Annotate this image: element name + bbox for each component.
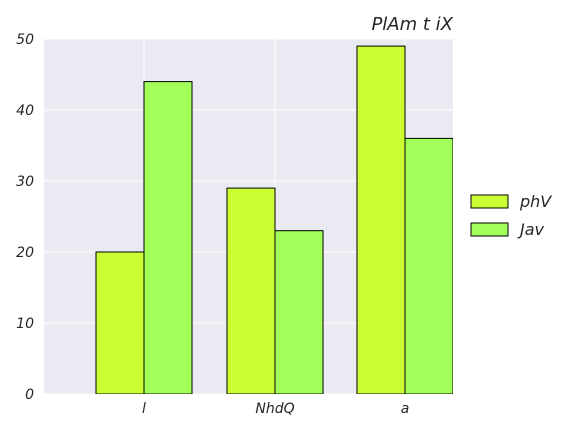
y-tick-label: 40 xyxy=(16,103,34,119)
bar-Jav-l xyxy=(143,81,193,394)
bar-Jav-a xyxy=(404,137,453,394)
legend-swatch-Jav xyxy=(470,222,509,237)
x-tick-label: l xyxy=(142,401,146,417)
legend: phV Jav xyxy=(470,192,552,239)
y-tick-labels: 0 10 20 30 40 50 xyxy=(16,32,34,403)
bar-Jav-NhdQ xyxy=(274,230,324,394)
legend-label-phV: phV xyxy=(519,192,552,211)
y-tick-label: 0 xyxy=(25,387,34,403)
bar-phV-l xyxy=(95,251,145,394)
y-tick-label: 50 xyxy=(16,32,34,48)
bar-phV-a xyxy=(356,45,406,394)
x-tick-labels: l NhdQ a xyxy=(142,401,409,417)
y-tick-label: 20 xyxy=(16,245,34,261)
legend-label-Jav: Jav xyxy=(517,220,545,239)
bars xyxy=(95,45,453,394)
bar-phV-NhdQ xyxy=(226,187,276,394)
y-tick-label: 30 xyxy=(16,174,34,190)
chart-title: PlAm t iX xyxy=(371,14,453,35)
legend-swatch-phV xyxy=(470,194,509,209)
x-tick-label: NhdQ xyxy=(255,401,294,417)
y-tick-label: 10 xyxy=(16,316,34,332)
x-tick-label: a xyxy=(401,401,410,417)
